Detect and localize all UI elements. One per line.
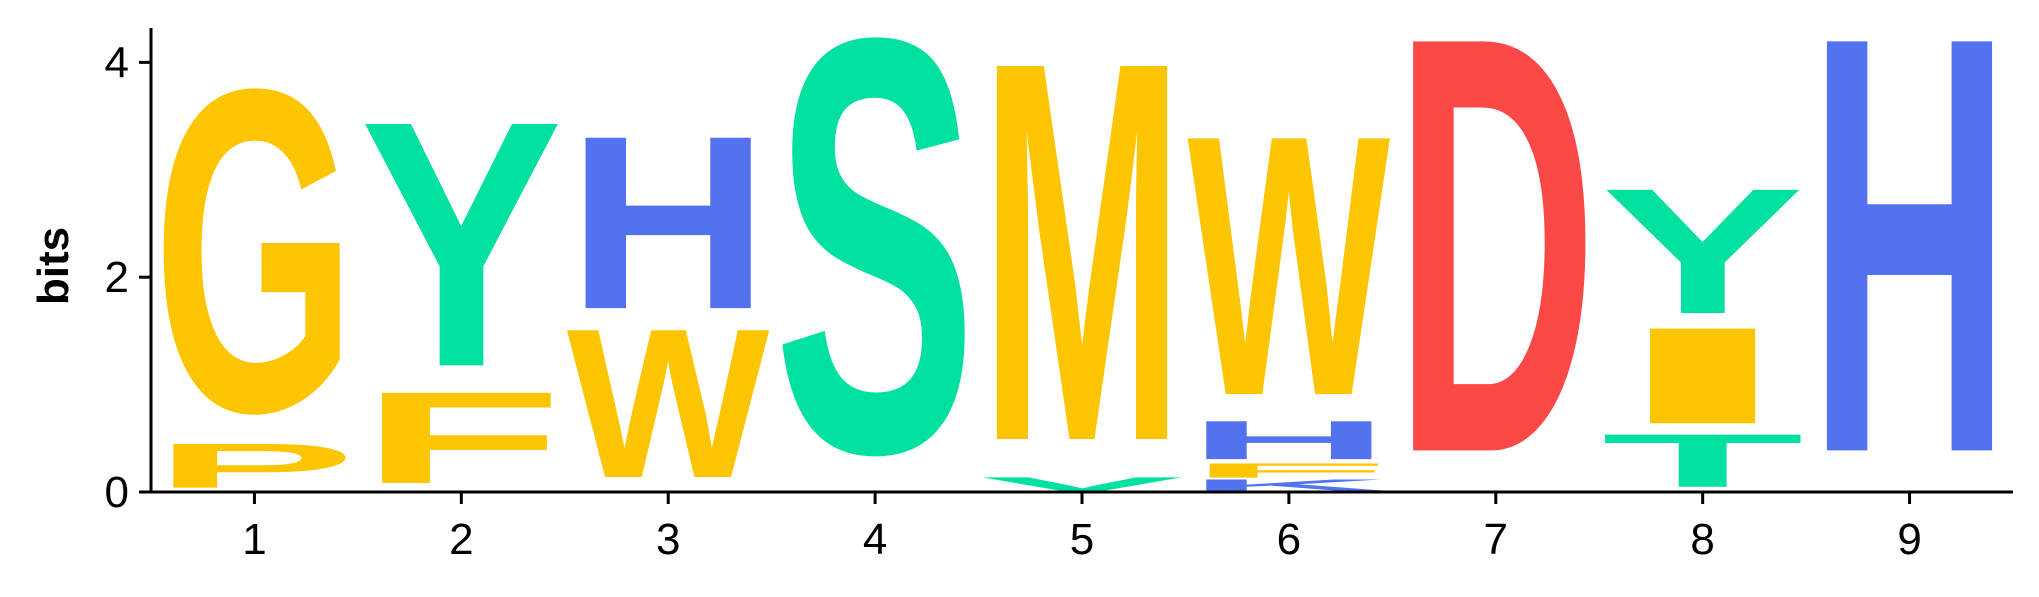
- logo-letter-y: Y: [360, 48, 563, 440]
- logo-letter-m: M: [981, 0, 1184, 555]
- logo-letter-d: D: [1394, 0, 1597, 577]
- logo-letter-i: I: [1601, 299, 1804, 453]
- logo-letter-h: H: [1808, 0, 2011, 577]
- x-tick-label: 6: [1277, 515, 1301, 564]
- y-tick-label: 0: [105, 468, 129, 517]
- logo-letter-w: W: [1187, 58, 1392, 473]
- x-ticks: 1 2 3 4 5 6 7 8 9: [242, 492, 1922, 564]
- logo-letter-t: T: [1601, 419, 1804, 504]
- x-tick-label: 1: [242, 515, 266, 564]
- logo-letter-k: K: [1187, 476, 1390, 494]
- logo-letter-f: F: [1187, 459, 1390, 482]
- x-tick-label: 4: [863, 515, 887, 564]
- y-axis-title: bits: [29, 227, 78, 305]
- logo-letter-h: H: [567, 85, 770, 362]
- y-ticks: 0 2 4: [105, 38, 151, 517]
- x-tick-label: 2: [449, 515, 473, 564]
- logo-letter-g: G: [153, 0, 356, 509]
- y-tick-label: 4: [105, 38, 129, 87]
- logo-letter-s: S: [774, 0, 977, 576]
- x-tick-label: 8: [1690, 515, 1714, 564]
- x-tick-label: 9: [1897, 515, 1921, 564]
- y-tick-label: 2: [105, 253, 129, 302]
- logo-letter-f: F: [360, 365, 563, 511]
- x-tick-label: 3: [656, 515, 680, 564]
- logo-letter-v: V: [981, 473, 1184, 495]
- x-tick-label: 5: [1070, 515, 1094, 564]
- logo-letter-p: P: [153, 430, 356, 501]
- x-tick-label: 7: [1484, 515, 1508, 564]
- logo-letter-y: Y: [1601, 151, 1804, 351]
- logo-letter-w: W: [567, 285, 770, 523]
- logo-letter-h: H: [1187, 409, 1390, 470]
